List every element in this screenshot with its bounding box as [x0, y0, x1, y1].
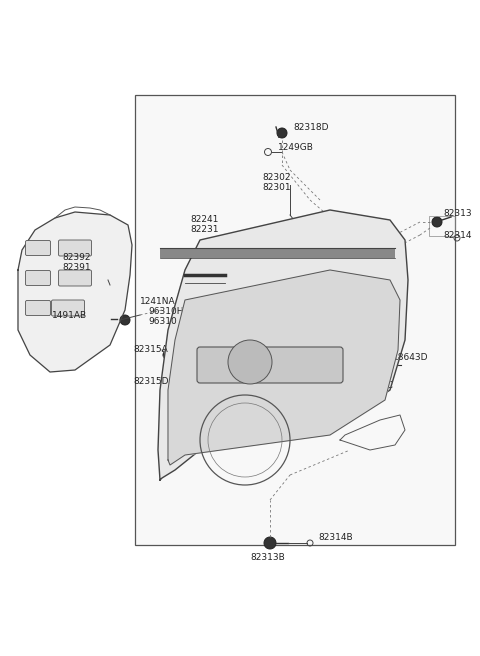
Text: 82392: 82392 [62, 253, 91, 262]
Circle shape [228, 340, 272, 384]
Circle shape [120, 315, 130, 325]
FancyBboxPatch shape [59, 240, 92, 256]
Text: 1249GB: 1249GB [278, 144, 314, 152]
Text: 82302: 82302 [262, 173, 290, 182]
Text: 82318D: 82318D [293, 123, 328, 131]
Circle shape [351, 381, 359, 389]
Text: 82301: 82301 [262, 184, 290, 192]
Bar [160, 248, 395, 258]
Text: 92606: 92606 [358, 337, 386, 346]
Circle shape [432, 217, 442, 227]
FancyBboxPatch shape [25, 270, 50, 285]
Circle shape [213, 275, 221, 283]
Circle shape [163, 381, 171, 389]
Polygon shape [158, 210, 408, 480]
Text: 92605: 92605 [358, 348, 386, 356]
Circle shape [345, 347, 355, 357]
Text: 96310: 96310 [148, 318, 177, 327]
Text: 82391: 82391 [62, 264, 91, 272]
Text: 82315D: 82315D [133, 377, 168, 386]
Text: 82314: 82314 [443, 230, 471, 239]
Circle shape [194, 273, 206, 285]
Text: 82315A: 82315A [133, 346, 168, 354]
Text: 92641B: 92641B [358, 371, 393, 380]
Bar [135, 95, 455, 545]
Text: 82231: 82231 [190, 226, 218, 234]
Circle shape [381, 361, 389, 369]
FancyBboxPatch shape [51, 300, 84, 316]
Polygon shape [18, 212, 132, 372]
Circle shape [277, 128, 287, 138]
FancyBboxPatch shape [59, 270, 92, 286]
Circle shape [264, 537, 276, 549]
Text: 96310H: 96310H [148, 308, 183, 316]
Text: 1491AB: 1491AB [52, 310, 87, 319]
FancyBboxPatch shape [25, 241, 50, 255]
Text: 82314B: 82314B [318, 533, 353, 541]
FancyBboxPatch shape [197, 347, 343, 383]
Text: 82313: 82313 [443, 209, 472, 218]
Text: 18643D: 18643D [393, 354, 429, 363]
FancyBboxPatch shape [25, 300, 50, 316]
Polygon shape [168, 270, 400, 465]
Text: 82313B: 82313B [250, 554, 285, 562]
Text: 1241NA: 1241NA [140, 298, 176, 306]
Text: 92631C: 92631C [358, 380, 393, 390]
Bar [429, 216, 455, 236]
Text: 82241: 82241 [190, 216, 218, 224]
Circle shape [163, 351, 171, 359]
